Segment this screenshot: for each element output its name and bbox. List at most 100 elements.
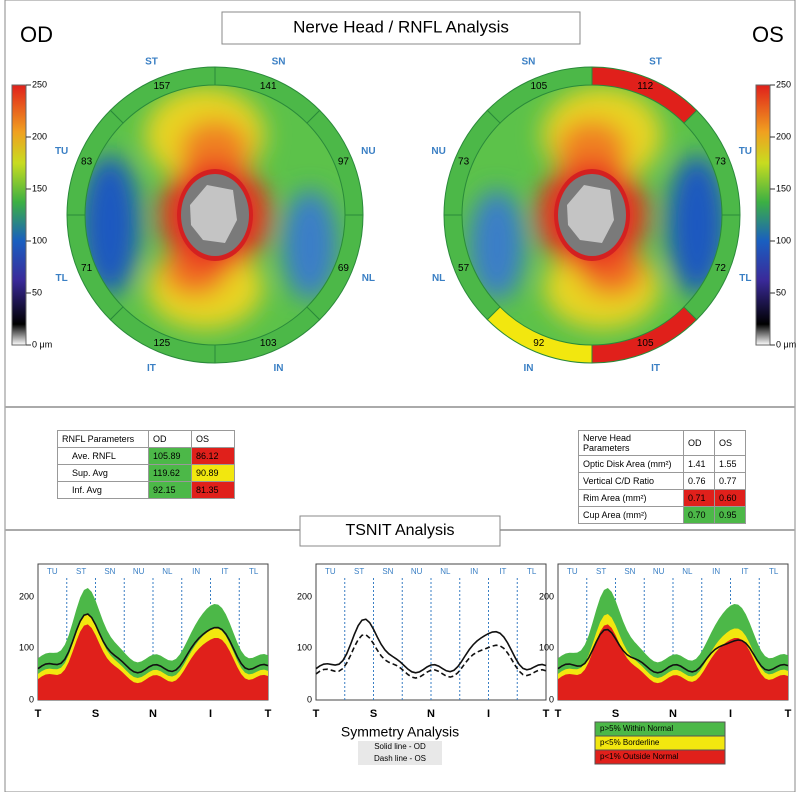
table-cell: OS xyxy=(715,431,746,456)
sector-value: 72 xyxy=(715,263,727,274)
sector-label: SN xyxy=(382,567,393,576)
table-cell: 0.76 xyxy=(684,473,715,490)
scale-label: 100 xyxy=(32,235,47,245)
sector-value: 69 xyxy=(338,263,350,274)
sector-label: TL xyxy=(56,273,68,284)
table-cell: 86.12 xyxy=(192,448,235,465)
table-cell: 0.77 xyxy=(715,473,746,490)
sector-label: NL xyxy=(162,567,173,576)
table-cell: Optic Disk Area (mm²) xyxy=(579,456,684,473)
sector-value: 97 xyxy=(338,156,350,167)
sector-label: TL xyxy=(249,567,259,576)
sector-label: TU xyxy=(325,567,336,576)
sector-value: 141 xyxy=(260,81,277,92)
eye-label: OS xyxy=(752,22,784,47)
x-tick-label: T xyxy=(785,708,792,720)
sector-label: NU xyxy=(431,146,445,157)
x-tick-label: I xyxy=(729,708,732,720)
legend-label: p<5% Borderline xyxy=(600,738,660,747)
sector-value: 57 xyxy=(458,263,470,274)
sector-label: TL xyxy=(769,567,779,576)
sector-value: 73 xyxy=(458,156,470,167)
table-row: Sup. Avg119.6290.89 xyxy=(58,465,235,482)
x-tick-label: S xyxy=(612,708,619,720)
sector-label: ST xyxy=(596,567,606,576)
table-cell: 0.70 xyxy=(684,507,715,524)
parameter-table: Nerve Head ParametersODOSOptic Disk Area… xyxy=(578,430,746,524)
table-cell: 81.35 xyxy=(192,482,235,499)
sector-value: 112 xyxy=(637,81,653,92)
scale-label: 150 xyxy=(32,183,47,193)
sector-label: SN xyxy=(272,56,286,67)
table-cell: OS xyxy=(192,431,235,448)
sector-label: ST xyxy=(76,567,86,576)
table-cell: 92.15 xyxy=(149,482,192,499)
sector-label: ST xyxy=(354,567,364,576)
sector-label: SN xyxy=(522,56,536,67)
scale-label: 150 xyxy=(776,183,791,193)
x-tick-label: T xyxy=(555,708,562,720)
y-tick-label: 0 xyxy=(29,694,34,704)
table-cell: 0.71 xyxy=(684,490,715,507)
sector-label: IT xyxy=(651,363,660,374)
sector-label: IT xyxy=(147,363,156,374)
scale-label: 250 xyxy=(32,79,47,89)
x-tick-label: I xyxy=(209,708,212,720)
color-scale xyxy=(756,85,770,345)
y-tick-label: 100 xyxy=(539,642,554,652)
table-cell: Cup Area (mm²) xyxy=(579,507,684,524)
sector-label: NL xyxy=(682,567,693,576)
note: Dash line - OS xyxy=(374,754,426,763)
y-tick-label: 200 xyxy=(297,591,312,601)
sector-label: IN xyxy=(274,363,284,374)
y-tick-label: 200 xyxy=(539,591,554,601)
sector-label: SN xyxy=(104,567,115,576)
sector-value: 73 xyxy=(715,156,727,167)
sector-value: 105 xyxy=(530,81,547,92)
table-cell: 0.95 xyxy=(715,507,746,524)
x-tick-label: N xyxy=(669,708,677,720)
sector-value: 105 xyxy=(637,338,654,349)
sector-label: IT xyxy=(221,567,228,576)
sector-value: 83 xyxy=(81,156,93,167)
x-tick-label: S xyxy=(370,708,377,720)
scale-label: 0 μm xyxy=(776,339,796,349)
sector-label: NL xyxy=(432,273,445,284)
color-scale xyxy=(12,85,26,345)
section-title: TSNIT Analysis xyxy=(345,522,454,539)
x-tick-label: T xyxy=(313,708,320,720)
note: Solid line - OD xyxy=(374,742,426,751)
sector-label: NU xyxy=(361,146,375,157)
scale-label: 50 xyxy=(32,287,42,297)
table-cell: 1.41 xyxy=(684,456,715,473)
symmetry-title: Symmetry Analysis xyxy=(341,724,459,740)
sector-label: IN xyxy=(192,567,200,576)
x-tick-label: T xyxy=(543,708,550,720)
sector-label: ST xyxy=(649,56,662,67)
sector-label: TU xyxy=(47,567,58,576)
table-cell: Rim Area (mm²) xyxy=(579,490,684,507)
sector-label: TU xyxy=(567,567,578,576)
sector-value: 92 xyxy=(533,338,545,349)
report: Nerve Head / RNFL Analysis OD OS TSNIT A… xyxy=(0,0,796,792)
sector-label: TU xyxy=(55,146,68,157)
sector-label: TL xyxy=(739,273,751,284)
x-tick-label: T xyxy=(265,708,272,720)
table-cell: Inf. Avg xyxy=(58,482,149,499)
sector-label: IN xyxy=(470,567,478,576)
sector-value: 157 xyxy=(153,81,170,92)
x-tick-label: T xyxy=(35,708,42,720)
sector-value: 71 xyxy=(81,263,93,274)
table-cell: 90.89 xyxy=(192,465,235,482)
x-tick-label: I xyxy=(487,708,490,720)
x-tick-label: N xyxy=(427,708,435,720)
sector-label: TU xyxy=(739,146,752,157)
table-cell: Nerve Head Parameters xyxy=(579,431,684,456)
table-cell: Sup. Avg xyxy=(58,465,149,482)
